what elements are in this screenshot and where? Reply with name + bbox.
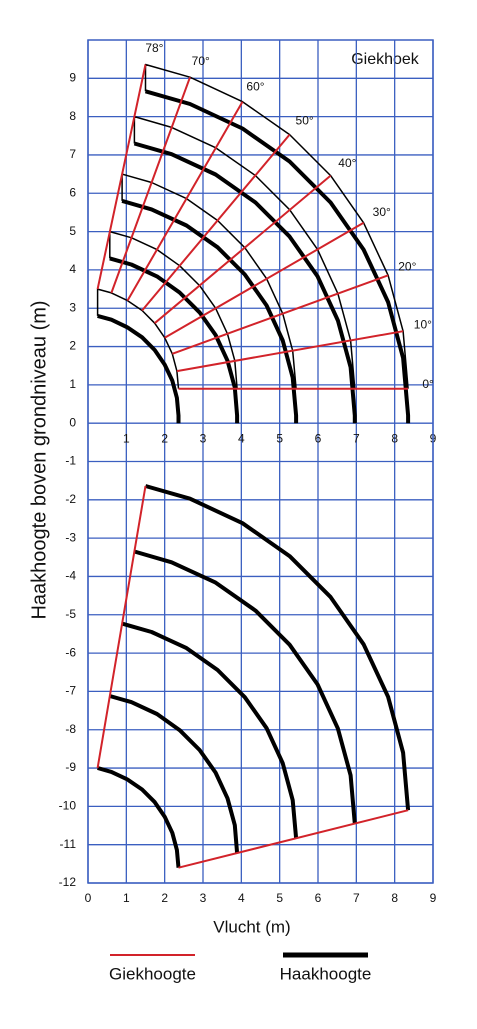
angle-label: 20° — [398, 259, 416, 273]
x-tick-label: 1 — [123, 431, 130, 445]
angle-label: 70° — [192, 54, 210, 68]
y-tick-label: 1 — [69, 377, 76, 391]
y-tick-label: -4 — [65, 569, 76, 583]
x-tick-label: 3 — [200, 431, 207, 445]
y-axis-label: Haakhoogte boven grondniveau (m) — [28, 300, 50, 619]
y-tick-label: 2 — [69, 339, 76, 353]
y-tick-label: 6 — [69, 185, 76, 199]
plot-frame — [87, 39, 434, 884]
y-tick-label: -2 — [65, 492, 76, 506]
x-tick-label: 4 — [238, 891, 245, 905]
angle-label: 0° — [422, 377, 434, 391]
x-tick-label: 9 — [430, 891, 437, 905]
x-tick-label: 7 — [353, 891, 360, 905]
y-tick-label: -8 — [65, 722, 76, 736]
legend-label: Giekhoogte — [109, 964, 196, 983]
x-tick-label: 6 — [315, 431, 322, 445]
x-tick-label: 8 — [391, 891, 398, 905]
angle-label: 60° — [246, 79, 264, 93]
y-tick-label: -10 — [59, 799, 77, 813]
legend-label: Haakhoogte — [280, 964, 372, 983]
angle-label: 40° — [338, 156, 356, 170]
x-tick-label: 6 — [315, 891, 322, 905]
y-tick-label: -12 — [59, 875, 77, 889]
y-tick-label: -1 — [65, 454, 76, 468]
series-line — [96, 63, 409, 389]
y-tick-label: 9 — [69, 70, 76, 84]
x-tick-label: 5 — [276, 431, 283, 445]
x-tick-label: 7 — [353, 431, 360, 445]
angle-label: 30° — [373, 205, 391, 219]
y-tick-label: -6 — [65, 645, 76, 659]
x-tick-label: 3 — [200, 891, 207, 905]
y-tick-label: 7 — [69, 147, 76, 161]
y-tick-label: 8 — [69, 109, 76, 123]
y-tick-label: -11 — [60, 837, 77, 851]
series-line — [96, 64, 409, 869]
y-tick-label: -5 — [65, 607, 76, 621]
angle-label: 50° — [296, 114, 314, 128]
x-tick-label: 0 — [85, 891, 92, 905]
x-tick-label: 1 — [123, 891, 130, 905]
annotation: Giekhoek — [351, 51, 420, 68]
x-tick-label: 4 — [238, 431, 245, 445]
y-tick-label: 4 — [69, 262, 76, 276]
y-tick-label: 0 — [69, 415, 76, 429]
y-tick-label: 5 — [69, 224, 76, 238]
angle-label: 78° — [145, 41, 163, 55]
y-tick-label: -3 — [65, 530, 76, 544]
x-tick-label: 2 — [161, 891, 168, 905]
x-tick-label: 2 — [161, 431, 168, 445]
x-tick-label: 8 — [391, 431, 398, 445]
y-tick-label: 3 — [69, 300, 76, 314]
y-tick-label: -9 — [65, 760, 76, 774]
y-tick-label: -7 — [65, 684, 76, 698]
angle-label: 10° — [414, 317, 432, 331]
series-line — [97, 89, 411, 868]
x-axis-label: Vlucht (m) — [213, 917, 290, 936]
x-tick-label: 5 — [276, 891, 283, 905]
